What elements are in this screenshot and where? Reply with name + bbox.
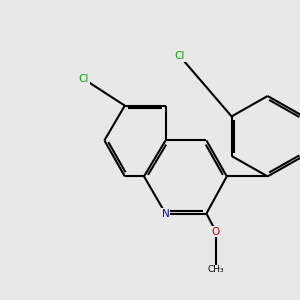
Text: O: O	[212, 226, 220, 237]
Text: CH₃: CH₃	[208, 266, 224, 274]
Text: N: N	[162, 208, 170, 219]
Text: Cl: Cl	[79, 74, 89, 84]
Text: Cl: Cl	[175, 51, 185, 62]
